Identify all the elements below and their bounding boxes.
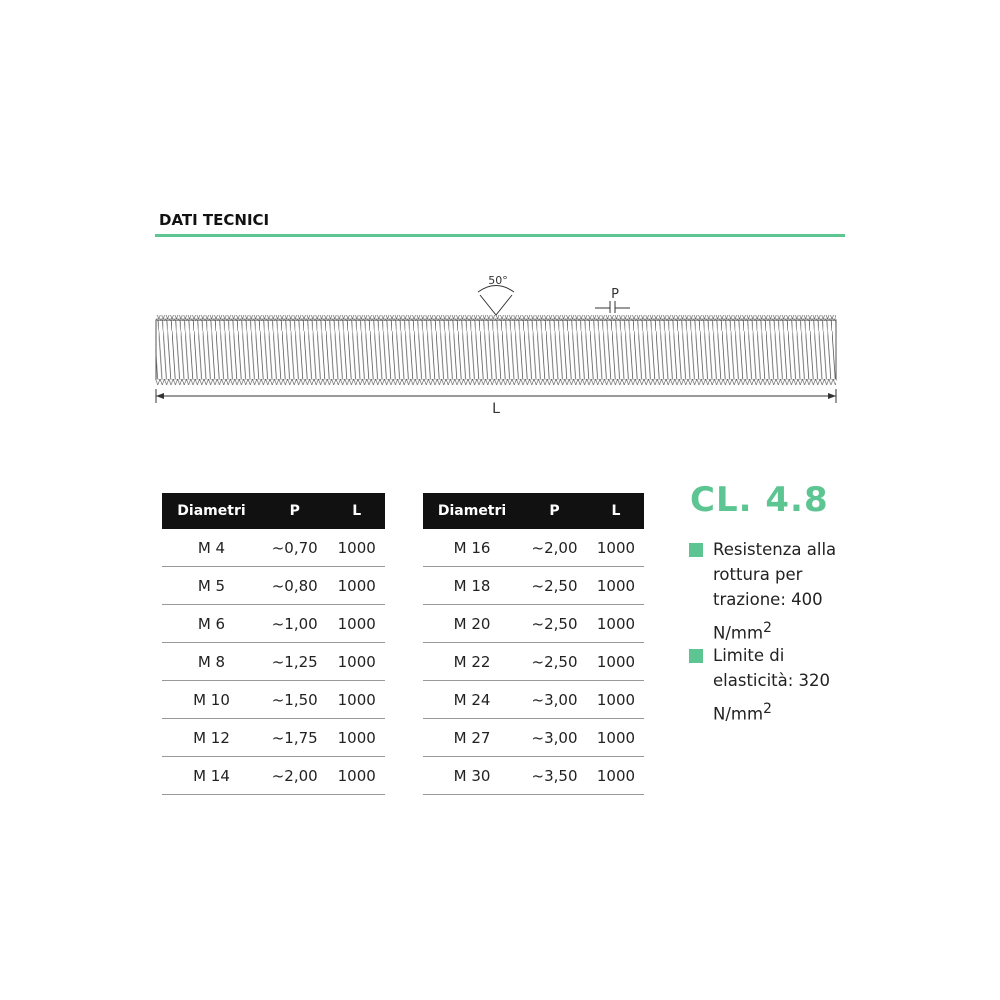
cell-diametro: M 18: [423, 566, 522, 605]
dimensions-table-left: Diametri P L M 4 ~0,70 1000 M 5 ~0,80 1000 M 6…: [162, 493, 385, 795]
cell-diametro: M 4: [162, 529, 261, 567]
cell-length: 1000: [587, 566, 644, 605]
cell-length: 1000: [587, 680, 644, 719]
length-label: L: [492, 401, 500, 417]
table-row: M 18 ~2,50 1000: [423, 566, 644, 605]
spec-item: Limite di elasticità: 320 N/mm2: [689, 643, 849, 727]
cell-diametro: M 8: [162, 642, 261, 681]
table-row: M 16 ~2,00 1000: [423, 529, 644, 567]
section-title: DATI TECNICI: [159, 211, 270, 229]
cell-length: 1000: [328, 642, 385, 681]
rod: [155, 315, 837, 385]
cell-pitch: ~2,50: [521, 566, 588, 605]
cell-pitch: ~3,00: [521, 680, 588, 719]
header-diametri: Diametri: [162, 493, 261, 529]
table-row: M 22 ~2,50 1000: [423, 642, 644, 681]
cell-pitch: ~1,75: [260, 718, 329, 757]
cell-diametro: M 20: [423, 604, 522, 643]
header-diametri: Diametri: [423, 493, 522, 529]
class-label: CL. 4.8: [690, 480, 829, 520]
angle-annotation: 50°: [477, 274, 515, 316]
header-l: L: [328, 493, 385, 529]
cell-length: 1000: [328, 718, 385, 757]
title-underline: [155, 234, 845, 237]
header-l: L: [587, 493, 644, 529]
cell-diametro: M 10: [162, 680, 261, 719]
bullet-square-icon: [689, 649, 703, 663]
cell-diametro: M 14: [162, 756, 261, 795]
cell-pitch: ~2,00: [260, 756, 329, 795]
cell-pitch: ~1,50: [260, 680, 329, 719]
dimensions-table-right: Diametri P L M 16 ~2,00 1000 M 18 ~2,50 1000 M…: [423, 493, 644, 795]
bullet-square-icon: [689, 543, 703, 557]
cell-length: 1000: [328, 566, 385, 605]
header-p: P: [260, 493, 329, 529]
cell-pitch: ~3,50: [521, 756, 588, 795]
cell-length: 1000: [587, 529, 644, 567]
cell-length: 1000: [328, 756, 385, 795]
cell-diametro: M 6: [162, 604, 261, 643]
cell-pitch: ~0,70: [260, 529, 329, 567]
spec-item: Resistenza alla rottura per trazione: 40…: [689, 537, 849, 646]
pitch-annotation: P: [595, 287, 630, 313]
threaded-rod-diagram: 50° P L: [155, 274, 837, 417]
header-p: P: [521, 493, 588, 529]
cell-length: 1000: [587, 756, 644, 795]
cell-diametro: M 24: [423, 680, 522, 719]
table-row: M 24 ~3,00 1000: [423, 680, 644, 719]
cell-pitch: ~1,25: [260, 642, 329, 681]
cell-diametro: M 12: [162, 718, 261, 757]
table-row: M 6 ~1,00 1000: [162, 604, 385, 643]
cell-diametro: M 30: [423, 756, 522, 795]
cell-diametro: M 27: [423, 718, 522, 757]
cell-length: 1000: [328, 604, 385, 643]
table-row: M 12 ~1,75 1000: [162, 718, 385, 757]
cell-pitch: ~1,00: [260, 604, 329, 643]
cell-pitch: ~2,50: [521, 642, 588, 681]
table-row: M 10 ~1,50 1000: [162, 680, 385, 719]
cell-pitch: ~2,00: [521, 529, 588, 567]
cell-diametro: M 5: [162, 566, 261, 605]
cell-pitch: ~3,00: [521, 718, 588, 757]
cell-length: 1000: [328, 529, 385, 567]
cell-length: 1000: [587, 604, 644, 643]
cell-length: 1000: [328, 680, 385, 719]
table-row: M 8 ~1,25 1000: [162, 642, 385, 681]
angle-label: 50°: [488, 274, 508, 287]
table-row: M 14 ~2,00 1000: [162, 756, 385, 795]
table-row: M 27 ~3,00 1000: [423, 718, 644, 757]
table-row: M 30 ~3,50 1000: [423, 756, 644, 795]
cell-length: 1000: [587, 718, 644, 757]
cell-diametro: M 22: [423, 642, 522, 681]
table-row: M 4 ~0,70 1000: [162, 529, 385, 567]
length-dimension: L: [155, 389, 837, 417]
pitch-label: P: [611, 287, 619, 302]
cell-pitch: ~2,50: [521, 604, 588, 643]
cell-pitch: ~0,80: [260, 566, 329, 605]
table-row: M 5 ~0,80 1000: [162, 566, 385, 605]
cell-diametro: M 16: [423, 529, 522, 567]
table-row: M 20 ~2,50 1000: [423, 604, 644, 643]
cell-length: 1000: [587, 642, 644, 681]
